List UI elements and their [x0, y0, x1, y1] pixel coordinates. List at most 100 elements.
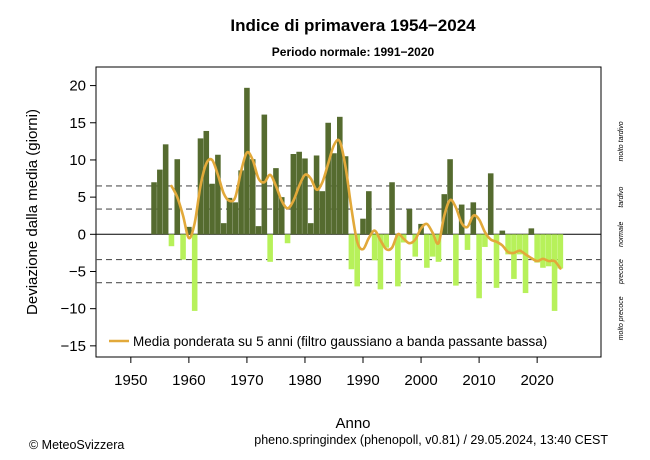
smoothed-series	[170, 138, 562, 270]
category-label: precoce	[618, 259, 625, 285]
chart-subtitle: Periodo normale: 1991−2020	[272, 45, 435, 59]
bar	[180, 234, 186, 260]
y-axis-label: Deviazione dalla media (giorni)	[24, 109, 41, 315]
bar	[424, 234, 430, 268]
bar	[470, 202, 477, 235]
bar	[371, 234, 378, 261]
bar	[220, 223, 227, 235]
source-note: pheno.springindex (phenopoll, v0.81) / 2…	[254, 433, 608, 447]
y-tick-label: 10	[69, 152, 86, 169]
bar	[540, 234, 546, 268]
bar	[435, 234, 442, 262]
x-tick-label: 2000	[404, 372, 437, 389]
y-tick-label: −5	[69, 263, 86, 280]
category-label: molto precoce	[618, 296, 625, 340]
category-label: normale	[618, 222, 625, 247]
y-tick-label: 15	[69, 115, 86, 132]
bar	[522, 234, 529, 294]
bar	[482, 234, 488, 247]
x-tick-label: 1950	[114, 372, 147, 389]
bar	[244, 87, 250, 235]
bar	[232, 202, 239, 235]
bar	[249, 159, 256, 235]
plot-frame	[95, 66, 602, 358]
bar	[505, 234, 511, 255]
bar	[516, 234, 523, 255]
bar	[412, 234, 419, 257]
bar	[354, 234, 360, 287]
bar	[284, 234, 291, 244]
bar	[331, 153, 337, 235]
bar	[151, 182, 157, 235]
bar	[389, 182, 395, 235]
y-tick-label: −15	[61, 338, 86, 355]
bar	[325, 122, 331, 235]
bar	[255, 226, 262, 235]
category-labels: molto tardivo tardivo normale precoce molto …	[618, 121, 625, 340]
chart-title: Indice di primavera 1954−2024	[230, 16, 476, 35]
bar	[447, 159, 453, 235]
smooth-line	[170, 138, 562, 270]
bar	[453, 234, 459, 286]
category-label: tardivo	[618, 186, 625, 207]
bar	[406, 209, 413, 235]
plot-area	[95, 66, 602, 358]
bar	[313, 155, 320, 235]
bar	[499, 230, 506, 235]
bar	[511, 234, 517, 279]
bar	[528, 228, 535, 235]
bar	[215, 154, 221, 235]
bar	[157, 169, 163, 235]
bar	[429, 234, 436, 257]
credit-text: © MeteoSvizzera	[29, 438, 124, 452]
x-axis: 1950 1960 1970 1980 1990 2000 2010 2020	[114, 357, 554, 389]
bar	[377, 234, 384, 290]
bar	[302, 158, 308, 235]
bar	[168, 234, 175, 247]
bar	[551, 234, 558, 311]
bar	[464, 234, 471, 250]
x-axis-label: Anno	[335, 415, 370, 432]
bar	[226, 197, 233, 235]
bar	[203, 130, 210, 235]
bar	[383, 234, 390, 248]
bar	[191, 234, 198, 311]
bar	[458, 204, 465, 235]
bar	[395, 234, 401, 287]
bar	[319, 191, 326, 235]
bar	[296, 151, 302, 235]
bar	[278, 197, 285, 235]
bar	[493, 234, 500, 288]
y-tick-label: 0	[78, 226, 86, 243]
y-tick-label: 5	[78, 189, 86, 206]
y-tick-label: −10	[61, 301, 86, 318]
x-tick-label: 1980	[288, 372, 321, 389]
bar	[348, 234, 355, 270]
bar	[360, 218, 366, 235]
bar	[209, 183, 215, 235]
category-label: molto tardivo	[618, 121, 625, 161]
bar	[557, 234, 564, 269]
legend-label: Media ponderata su 5 anni (filtro gaussi…	[133, 334, 547, 349]
x-tick-label: 2020	[520, 372, 553, 389]
x-tick-label: 2010	[462, 372, 495, 389]
y-tick-label: 20	[69, 78, 86, 95]
bar	[545, 234, 552, 267]
bar	[342, 156, 349, 235]
bar	[366, 191, 372, 235]
legend: Media ponderata su 5 anni (filtro gaussi…	[109, 334, 547, 349]
bar	[476, 234, 482, 299]
bar	[162, 144, 169, 235]
bar	[337, 116, 343, 235]
bar	[267, 234, 273, 262]
y-axis: −15 −10 −5 0 5 10 15 20	[61, 78, 96, 355]
x-tick-label: 1990	[346, 372, 379, 389]
bar	[186, 226, 192, 235]
bars	[151, 87, 564, 311]
bar	[487, 173, 494, 235]
bar	[290, 154, 297, 235]
bar	[534, 234, 540, 263]
bar	[307, 223, 314, 235]
x-tick-label: 1970	[230, 372, 263, 389]
